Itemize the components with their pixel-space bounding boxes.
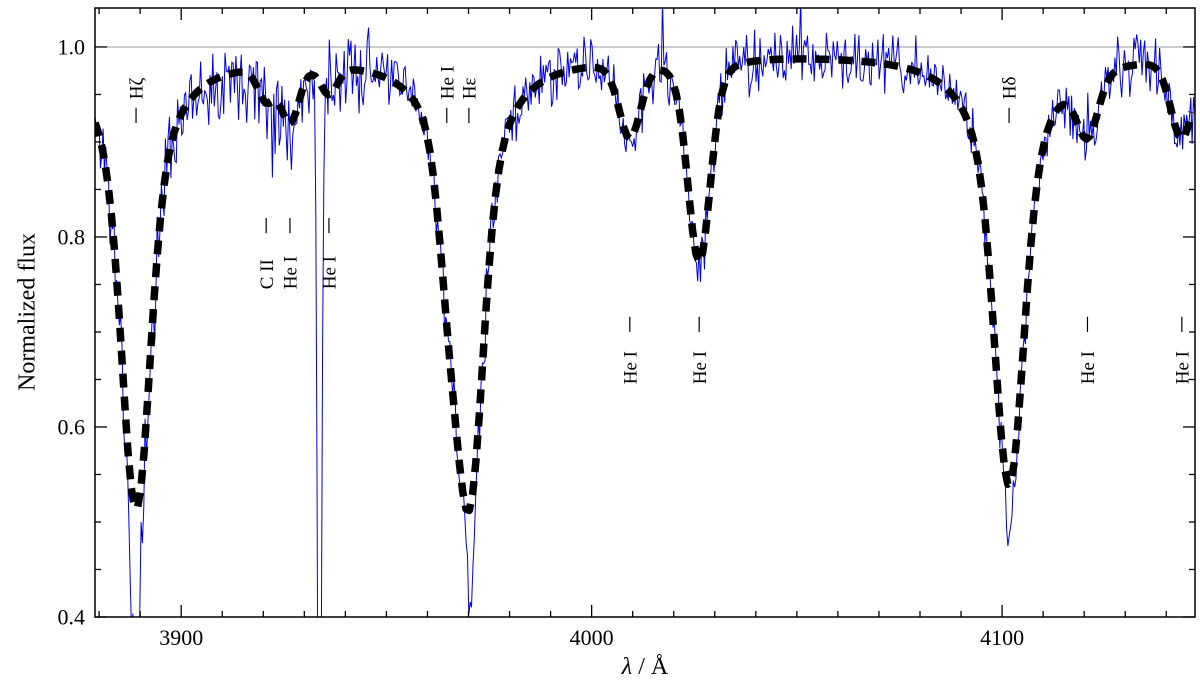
x-tick-label: 3900 bbox=[159, 625, 203, 650]
y-axis-label: Normalized flux bbox=[14, 233, 40, 391]
annotation-label: He I bbox=[281, 256, 302, 289]
axis-ticks bbox=[95, 8, 1195, 618]
annotation-label: Hζ bbox=[127, 77, 148, 99]
annotation-label: He I bbox=[1078, 351, 1099, 384]
y-tick-label: 0.4 bbox=[58, 604, 86, 629]
y-tick-label: 1.0 bbox=[58, 34, 86, 59]
annotation-label: He I bbox=[690, 351, 711, 384]
annotation-label: He I bbox=[1173, 351, 1194, 384]
annotation-label: Hε bbox=[460, 77, 481, 99]
annotation-label: He I bbox=[437, 66, 458, 99]
plot-frame bbox=[94, 7, 1196, 618]
y-tick-label: 0.8 bbox=[58, 224, 86, 249]
annotation-label: C II bbox=[257, 259, 278, 289]
data-layer bbox=[95, 8, 1195, 617]
x-axis-label: λ / Å bbox=[621, 654, 669, 680]
annotation-label: He I bbox=[620, 351, 641, 384]
y-tick-label: 0.6 bbox=[58, 414, 86, 439]
observed-spectrum-line bbox=[95, 8, 1195, 617]
model-fit-line bbox=[95, 55, 1195, 515]
x-tick-label: 4000 bbox=[570, 625, 614, 650]
annotation-label: He I bbox=[320, 256, 341, 289]
tick-labels: 3900 4000 4100 0.4 0.6 0.8 1.0 bbox=[58, 34, 1025, 650]
x-tick-label: 4100 bbox=[980, 625, 1024, 650]
annotation-label: Hδ bbox=[1000, 76, 1021, 99]
